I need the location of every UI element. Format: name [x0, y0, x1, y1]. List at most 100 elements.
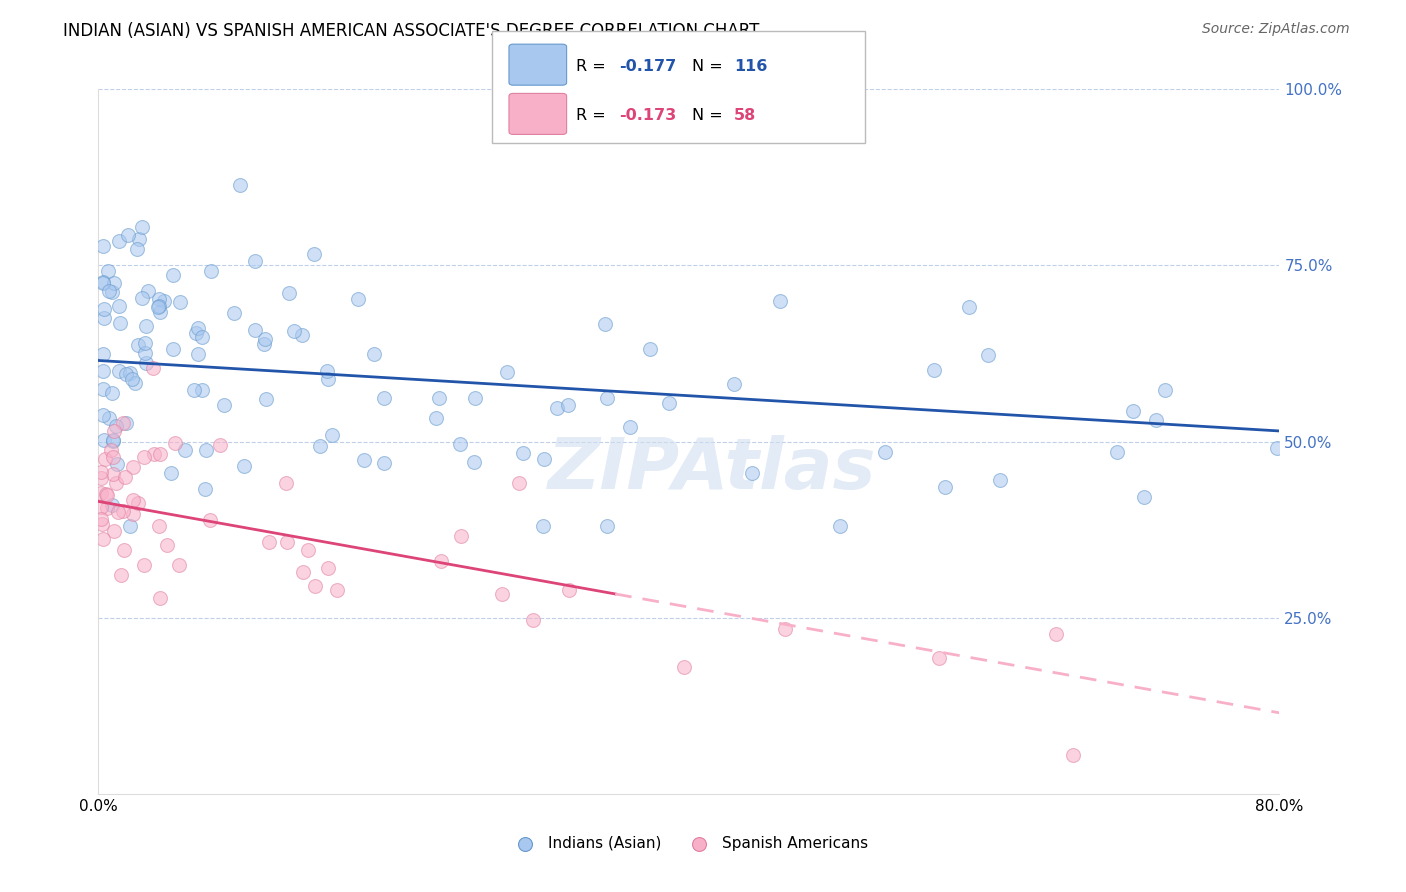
Point [149, 591, 172, 605]
Point [90, 500, 112, 514]
Point [243, 323, 266, 337]
Point [308, 439, 330, 453]
Point [149, 446, 172, 460]
Point [96, 488, 118, 502]
Point [830, 519, 852, 533]
Point [988, 473, 1011, 487]
Point [723, 377, 745, 392]
Point [156, 538, 179, 552]
Point [135, 356, 157, 370]
Point [187, 347, 209, 361]
Point [531, 519, 554, 533]
Text: R =: R = [576, 59, 612, 74]
Legend: Indians (Asian), Spanish Americans: Indians (Asian), Spanish Americans [503, 830, 875, 856]
Point [103, 277, 125, 291]
Point [115, 416, 138, 430]
Point [194, 482, 217, 496]
Point [162, 268, 184, 282]
Point [108, 235, 131, 249]
Point [122, 508, 145, 522]
Point [928, 651, 950, 665]
Point [118, 519, 141, 533]
Text: -0.177: -0.177 [619, 59, 676, 74]
Point [596, 519, 619, 533]
Text: R =: R = [576, 108, 612, 123]
Point [115, 368, 138, 382]
Point [101, 385, 124, 400]
Point [1265, 441, 1288, 455]
Point [922, 363, 945, 377]
Point [522, 614, 544, 628]
Point [1062, 748, 1084, 763]
Point [449, 437, 471, 451]
Point [148, 292, 170, 306]
Point [183, 384, 205, 398]
Point [131, 219, 153, 234]
Point [257, 535, 280, 549]
Point [142, 360, 165, 375]
Point [658, 396, 681, 410]
Point [104, 476, 127, 491]
Point [302, 247, 325, 261]
Point [508, 476, 530, 491]
Point [373, 391, 395, 405]
Point [100, 443, 122, 458]
Point [495, 365, 517, 379]
Text: N =: N = [692, 108, 728, 123]
Point [363, 347, 385, 361]
Point [169, 294, 191, 309]
Point [108, 363, 131, 377]
Point [108, 316, 131, 330]
Point [105, 457, 128, 471]
Point [512, 446, 534, 460]
Point [132, 558, 155, 572]
Point [212, 399, 235, 413]
Point [143, 447, 166, 461]
Point [957, 300, 980, 314]
Point [596, 391, 619, 405]
Point [91, 364, 114, 378]
Point [91, 277, 114, 291]
Point [110, 568, 132, 582]
Point [114, 469, 136, 483]
Point [108, 300, 131, 314]
Point [91, 382, 114, 396]
Point [103, 424, 125, 438]
Point [276, 475, 298, 490]
Point [103, 524, 125, 538]
Point [427, 392, 450, 406]
Point [103, 434, 125, 448]
Point [533, 451, 555, 466]
Point [619, 419, 641, 434]
Point [90, 485, 112, 500]
Text: ZIPAtlas: ZIPAtlas [548, 435, 877, 504]
Point [184, 326, 207, 340]
Point [90, 465, 112, 479]
Point [134, 346, 156, 360]
Point [101, 285, 124, 299]
Point [127, 338, 149, 352]
Point [162, 342, 184, 356]
Point [463, 455, 485, 469]
Point [254, 332, 277, 346]
Point [291, 565, 314, 579]
Point [254, 392, 277, 406]
Point [97, 284, 120, 298]
Point [136, 284, 159, 298]
Point [148, 304, 170, 318]
Point [1122, 404, 1144, 418]
Point [640, 342, 662, 356]
Point [1132, 491, 1154, 505]
Point [1154, 384, 1177, 398]
Point [101, 433, 124, 447]
Point [373, 456, 395, 470]
Point [464, 391, 486, 405]
Point [104, 419, 127, 434]
Point [276, 535, 298, 549]
Point [593, 317, 616, 331]
Point [91, 346, 114, 360]
Point [153, 294, 176, 309]
Point [112, 503, 135, 517]
Point [101, 467, 124, 481]
Point [117, 227, 139, 242]
